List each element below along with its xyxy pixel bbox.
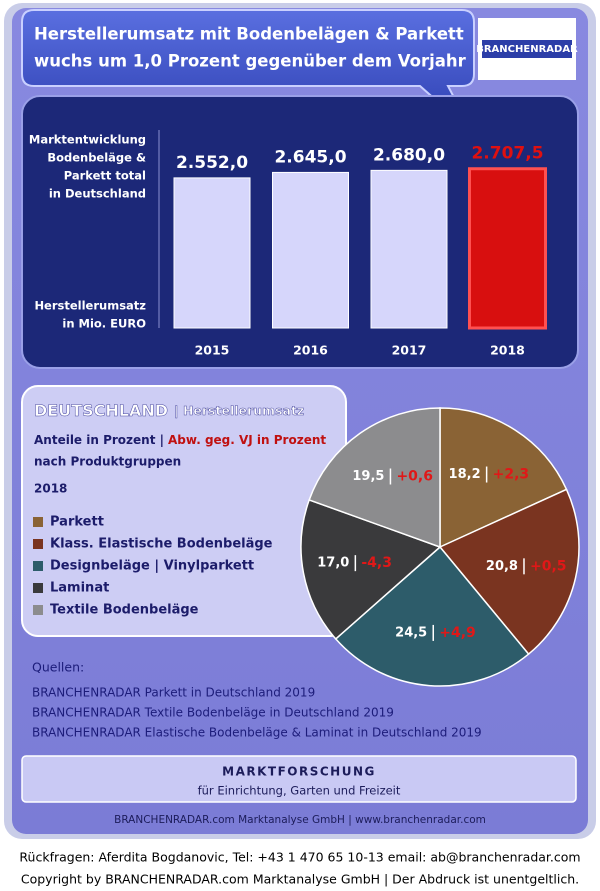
chart-title: DEUTSCHLAND | Herstellerumsatz <box>34 401 304 420</box>
source-item: BRANCHENRADAR Parkett in Deutschland 201… <box>32 686 315 700</box>
subtitle: Anteile in Prozent | Abw. geg. VJ in Proz… <box>34 433 326 447</box>
source-item: BRANCHENRADAR Textile Bodenbeläge in Deu… <box>32 706 394 720</box>
slice-value-label: 20,8 <box>486 559 518 574</box>
footer-box-subtitle: für Einrichtung, Garten und Freizeit <box>198 784 401 798</box>
legend-swatch <box>33 605 43 615</box>
legend-label: Klass. Elastische Bodenbeläge <box>50 537 273 552</box>
value-label: 2.645,0 <box>274 147 346 167</box>
x-tick-label: 2015 <box>195 343 230 358</box>
axis-label: in Mio. EURO <box>62 317 146 331</box>
slice-change-label: -4,3 <box>361 555 392 571</box>
subtitle-part: Abw. geg. VJ in Prozent <box>168 433 326 447</box>
pie-chart: DEUTSCHLAND | Herstellerumsatz Anteile in … <box>33 400 580 687</box>
x-tick-label: 2017 <box>392 343 427 358</box>
footer-box <box>21 755 577 803</box>
headline-line: Herstellerumsatz mit Bodenbelägen & Park… <box>34 25 464 44</box>
subtitle-part: Anteile in Prozent | <box>34 433 164 447</box>
pie-slice <box>439 407 568 549</box>
pie-slice <box>334 545 530 687</box>
footer-line: BRANCHENRADAR.com Marktanalyse GmbH | ww… <box>114 814 486 826</box>
footer-box-title: MARKTFORSCHUNG <box>222 765 376 779</box>
slice-value-label: 19,5 <box>352 469 384 484</box>
slice-change-label: +0,5 <box>530 558 567 574</box>
contact-line: Copyright by BRANCHENRADAR.com Marktanal… <box>21 872 579 887</box>
legend-label: Laminat <box>50 581 109 596</box>
value-label: 2.680,0 <box>373 145 445 165</box>
legend-swatch <box>33 583 43 593</box>
chart-title-part: DEUTSCHLAND <box>34 401 168 420</box>
value-label: 2.707,5 <box>471 144 543 164</box>
pie-slice <box>438 488 580 656</box>
headline-bubble <box>21 9 475 133</box>
chart-label: Marktentwicklung <box>29 133 146 147</box>
logo: BRANCHENRADAR <box>476 44 578 55</box>
slice-value-label: 17,0 <box>317 556 349 571</box>
slice-change-label: +2,3 <box>493 467 530 483</box>
headline-line: wuchs um 1,0 Prozent gegenüber dem Vorja… <box>34 52 467 71</box>
bar <box>468 167 547 330</box>
chart-title-part: | Herstellerumsatz <box>174 403 304 418</box>
bar <box>173 177 251 329</box>
pie-slice <box>308 407 441 549</box>
bar <box>370 169 448 329</box>
slice-change-label: +0,6 <box>396 468 433 484</box>
subtitle: nach Produktgruppen <box>34 455 181 469</box>
value-label: 2.552,0 <box>176 153 248 173</box>
slice-value-label: 18,2 <box>449 467 481 482</box>
chart-label: in Deutschland <box>49 187 146 201</box>
x-tick-label: 2016 <box>293 343 328 358</box>
x-tick-label: 2018 <box>490 343 525 358</box>
legend-label: Parkett <box>50 515 104 530</box>
bar-chart: Marktentwicklung Bodenbeläge & Parkett tot… <box>29 130 547 358</box>
slice-change-label: +4,9 <box>439 625 476 641</box>
legend-label: Textile Bodenbeläge <box>50 603 199 618</box>
legend-swatch <box>33 517 43 527</box>
legend-swatch <box>33 561 43 571</box>
sources-title: Quellen: <box>32 660 84 675</box>
chart-label: Bodenbeläge & <box>47 151 146 165</box>
slice-value-label: 24,5 <box>395 625 427 640</box>
legend-swatch <box>33 539 43 549</box>
contact-line: Rückfragen: Aferdita Bogdanovic, Tel: +4… <box>19 850 580 865</box>
year: 2018 <box>34 482 67 496</box>
legend-label: Designbeläge | Vinylparkett <box>50 559 254 574</box>
axis-label: Herstellerumsatz <box>34 299 146 313</box>
pie-info-box <box>21 385 347 637</box>
bar <box>272 171 349 329</box>
source-item: BRANCHENRADAR Elastische Bodenbeläge & L… <box>32 726 482 740</box>
chart-label: Parkett total <box>64 169 146 183</box>
logo-band <box>482 40 572 58</box>
